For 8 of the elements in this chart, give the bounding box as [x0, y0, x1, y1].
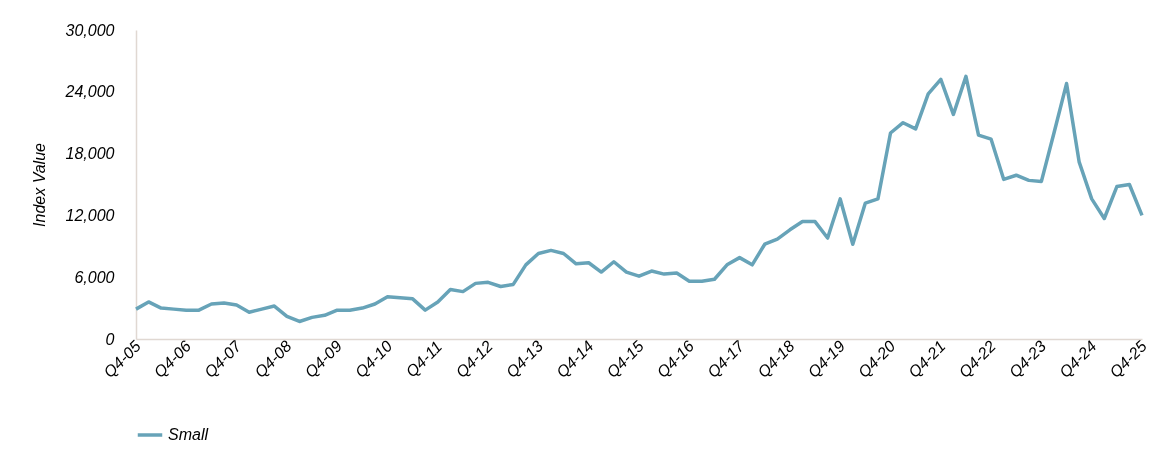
line-series	[134, 74, 1144, 324]
y-tick-label: 12,000	[65, 206, 115, 224]
y-tick-label: 18,000	[65, 145, 115, 163]
y-tick-label: 24,000	[64, 83, 115, 101]
legend-label: Small	[168, 426, 209, 443]
y-tick-label: 6,000	[74, 268, 115, 286]
y-axis-title: Index Value	[30, 142, 48, 227]
y-tick-label: 30,000	[65, 21, 115, 39]
